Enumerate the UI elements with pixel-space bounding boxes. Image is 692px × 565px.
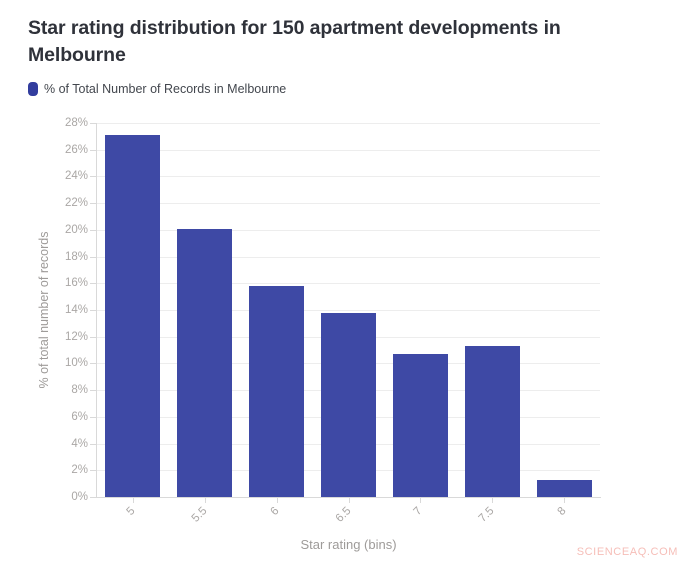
y-tick-mark	[90, 363, 97, 364]
gridline	[97, 203, 600, 204]
x-tick-mark	[277, 498, 278, 503]
x-tick-mark	[420, 498, 421, 503]
gridline	[97, 176, 600, 177]
y-tick-mark	[90, 203, 97, 204]
x-tick-mark	[492, 498, 493, 503]
legend-label: % of Total Number of Records in Melbourn…	[44, 82, 287, 96]
y-tick-label: 18%	[64, 251, 88, 263]
y-tick-label: 10%	[64, 357, 88, 369]
x-tick-mark	[133, 498, 134, 503]
bar[interactable]	[249, 286, 304, 497]
y-axis-line	[96, 123, 97, 498]
y-tick-label: 12%	[64, 331, 88, 343]
x-axis-line	[96, 497, 601, 498]
y-tick-mark	[90, 470, 97, 471]
y-tick-label: 0%	[71, 491, 88, 503]
y-tick-mark	[90, 390, 97, 391]
y-tick-label: 8%	[71, 384, 88, 396]
chart-title: Star rating distribution for 150 apartme…	[28, 17, 561, 66]
y-tick-label: 22%	[64, 197, 88, 209]
x-tick-mark	[205, 498, 206, 503]
bar[interactable]	[537, 480, 592, 497]
y-tick-mark	[90, 444, 97, 445]
legend-swatch-icon	[28, 82, 38, 96]
bar[interactable]	[177, 229, 232, 497]
y-tick-label: 4%	[71, 438, 88, 450]
y-tick-mark	[90, 497, 97, 498]
y-tick-mark	[90, 283, 97, 284]
gridline	[97, 310, 600, 311]
legend-item[interactable]: % of Total Number of Records in Melbourn…	[28, 82, 286, 96]
gridline	[97, 123, 600, 124]
y-tick-mark	[90, 257, 97, 258]
x-axis-title: Star rating (bins)	[300, 537, 397, 552]
y-tick-mark	[90, 417, 97, 418]
bar[interactable]	[393, 354, 448, 497]
y-tick-label: 6%	[71, 411, 88, 423]
y-tick-label: 20%	[64, 224, 88, 236]
y-tick-label: 16%	[64, 277, 88, 289]
y-tick-mark	[90, 176, 97, 177]
bar[interactable]	[321, 313, 376, 497]
y-tick-label: 26%	[64, 144, 88, 156]
gridline	[97, 257, 600, 258]
y-tick-mark	[90, 230, 97, 231]
y-tick-label: 28%	[64, 117, 88, 129]
gridline	[97, 150, 600, 151]
gridline	[97, 230, 600, 231]
y-tick-mark	[90, 123, 97, 124]
bar[interactable]	[465, 346, 520, 497]
watermark: SCIENCEAQ.COM	[576, 546, 678, 558]
y-tick-label: 24%	[64, 170, 88, 182]
y-tick-mark	[90, 150, 97, 151]
y-tick-label: 2%	[71, 464, 88, 476]
x-tick-mark	[564, 498, 565, 503]
x-tick-mark	[349, 498, 350, 503]
y-tick-mark	[90, 337, 97, 338]
bar[interactable]	[105, 135, 160, 497]
gridline	[97, 283, 600, 284]
y-tick-label: 14%	[64, 304, 88, 316]
y-tick-mark	[90, 310, 97, 311]
